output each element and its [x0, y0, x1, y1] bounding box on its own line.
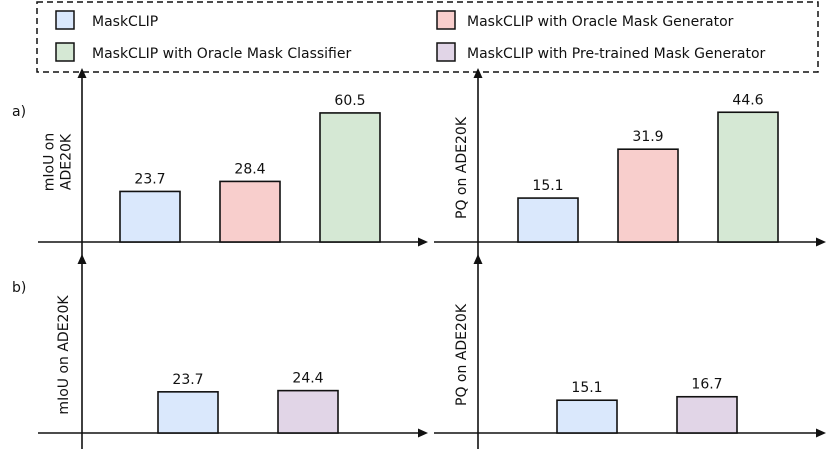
legend-swatch-oracle-generator	[436, 10, 456, 30]
row-label-b: b)	[12, 280, 26, 296]
y-axis-arrow	[77, 68, 87, 78]
y-axis-label: PQ on ADE20K	[454, 303, 470, 406]
x-axis-arrow	[418, 237, 428, 247]
data-label: 23.7	[134, 171, 165, 187]
data-label: 23.7	[172, 372, 203, 388]
data-label: 15.1	[532, 178, 563, 194]
y-axis-arrow	[473, 254, 483, 264]
chart-a-miou: mIoU on ADE20K 23.7 28.4 60.5	[38, 68, 428, 258]
bar	[157, 391, 219, 434]
data-label: 24.4	[292, 371, 323, 387]
chart-a-pq: PQ on ADE20K 15.1 31.9 44.6	[434, 68, 826, 258]
y-axis-arrow	[77, 254, 87, 264]
legend-label-oracle-generator: MaskCLIP with Oracle Mask Generator	[467, 14, 734, 30]
data-label: 28.4	[234, 161, 265, 177]
row-label-a: a)	[12, 104, 26, 120]
bar	[617, 148, 679, 243]
legend-label-oracle-classifier: MaskCLIP with Oracle Mask Classifier	[92, 46, 351, 62]
legend-label-pretrained-generator: MaskCLIP with Pre-trained Mask Generator	[467, 46, 766, 62]
y-axis-label: ADE20K	[59, 133, 75, 190]
chart-b-miou: mIoU on ADE20K 23.7 24.4	[38, 254, 428, 449]
y-axis-label: mIoU on	[42, 133, 58, 191]
legend-label-maskclip: MaskCLIP	[92, 14, 158, 30]
bar	[277, 389, 339, 434]
legend: MaskCLIP MaskCLIP with Oracle Mask Gener…	[36, 1, 819, 73]
y-axis-arrow	[473, 68, 483, 78]
legend-frame	[36, 1, 819, 73]
bar	[119, 190, 181, 243]
data-label: 16.7	[691, 377, 722, 393]
bar	[676, 395, 738, 434]
chart-b-pq: PQ on ADE20K 15.1 16.7	[434, 254, 826, 449]
y-axis-label: PQ on ADE20K	[454, 116, 470, 219]
y-axis-label: mIoU on ADE20K	[56, 295, 72, 415]
bar	[219, 180, 281, 243]
data-label: 44.6	[732, 92, 763, 108]
legend-swatch-pretrained-generator	[436, 42, 456, 62]
legend-swatch-maskclip	[55, 10, 75, 30]
legend-swatch-oracle-classifier	[55, 42, 75, 62]
data-label: 60.5	[334, 93, 365, 109]
x-axis-arrow	[816, 237, 826, 247]
bar	[717, 111, 779, 243]
x-axis-arrow	[418, 428, 428, 438]
bar	[556, 399, 618, 434]
data-label: 15.1	[571, 380, 602, 396]
data-label: 31.9	[632, 129, 663, 145]
x-axis-arrow	[816, 428, 826, 438]
bar	[319, 112, 381, 243]
bar	[517, 197, 579, 243]
